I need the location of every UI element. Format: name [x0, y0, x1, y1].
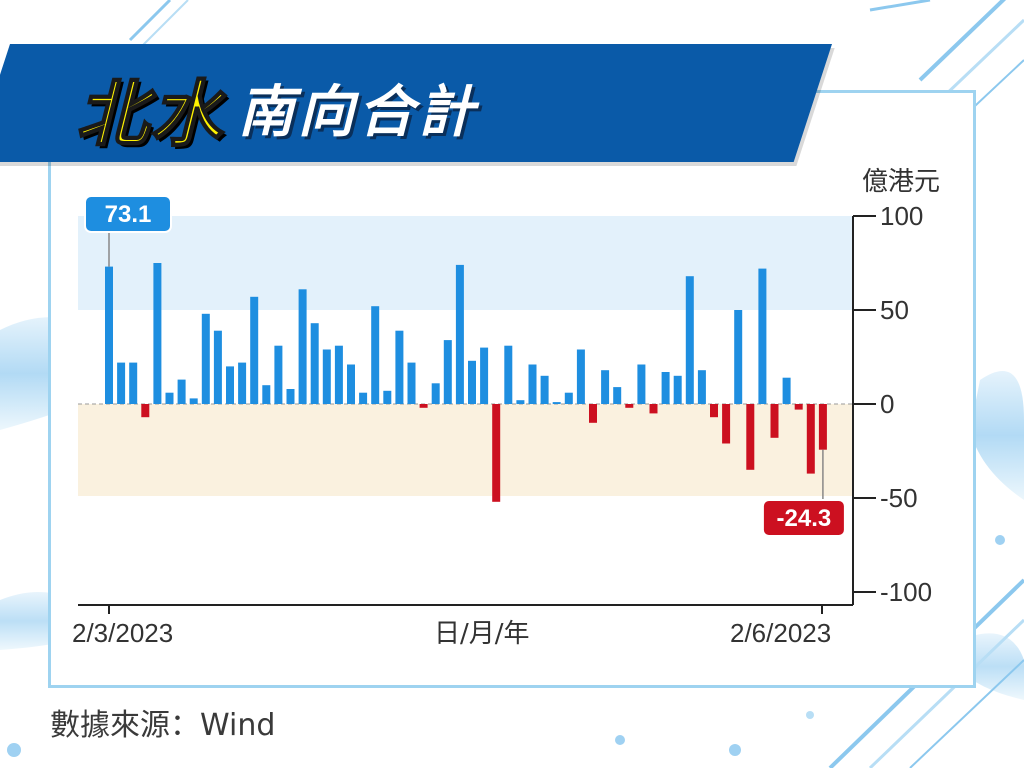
x-label-start: 2/3/2023 [72, 618, 173, 648]
bar [722, 404, 731, 444]
bar [443, 340, 452, 404]
bar [516, 400, 525, 404]
negative-band [78, 404, 853, 496]
bar [540, 375, 549, 404]
bar [770, 404, 779, 438]
x-label-end: 2/6/2023 [730, 618, 831, 648]
bar [564, 392, 573, 404]
bar [697, 370, 706, 404]
bar [734, 310, 743, 404]
bar [322, 349, 331, 404]
bar [468, 360, 476, 404]
bar [262, 385, 271, 404]
bar [117, 362, 126, 404]
bar [492, 404, 501, 502]
bar [419, 404, 428, 408]
bar [334, 345, 343, 404]
y-tick-label: 50 [880, 295, 909, 325]
bar [226, 366, 234, 404]
bar [153, 263, 162, 404]
x-axis-title: 日/月/年 [434, 619, 530, 649]
bar [552, 402, 561, 404]
bar [455, 264, 464, 404]
bar [189, 398, 198, 404]
bar [371, 306, 380, 404]
bar [782, 377, 791, 404]
bar [431, 383, 440, 404]
bar [818, 404, 827, 450]
bar [395, 330, 404, 404]
y-ticks: 100 50 0 -50 -100 [853, 201, 932, 607]
bar [177, 379, 186, 404]
bar [794, 404, 803, 410]
bar [601, 370, 610, 404]
bar [359, 392, 368, 404]
bar [141, 404, 150, 418]
bar [806, 404, 815, 474]
bar [528, 364, 537, 404]
bar [274, 345, 283, 404]
source-note: 數據來源：Wind [50, 708, 276, 743]
bar [250, 296, 259, 404]
y-tick-label: 0 [880, 389, 894, 419]
bar [347, 364, 355, 404]
bar [710, 404, 718, 418]
title: 北水 南向合計 [75, 52, 479, 162]
bar [649, 404, 658, 414]
bar [201, 313, 210, 404]
bar [383, 390, 392, 404]
bar [589, 404, 597, 423]
bar [625, 404, 634, 408]
bar [310, 323, 319, 404]
bar [407, 362, 416, 404]
y-tick-label: -50 [880, 483, 918, 513]
callout-max-label: 73.1 [105, 201, 152, 228]
bar [758, 268, 767, 404]
bar [480, 347, 489, 404]
bar [213, 330, 222, 404]
callouts: 73.1 -24.3 [84, 195, 846, 537]
bar [105, 266, 113, 404]
bar [673, 375, 682, 404]
bar [613, 387, 622, 404]
bars [105, 263, 827, 502]
title-main: 北水 [75, 71, 225, 157]
bar [746, 404, 755, 470]
callout-max-box [84, 195, 172, 233]
positive-band [78, 216, 853, 310]
bar [661, 372, 670, 404]
y-axis-unit: 億港元 [862, 167, 940, 197]
bar [637, 364, 646, 404]
bar [504, 345, 513, 404]
y-tick-label: 100 [880, 201, 923, 231]
callout-last-label: -24.3 [777, 505, 832, 532]
bar [298, 289, 307, 404]
bar [576, 349, 585, 404]
bar [165, 392, 174, 404]
callout-last-box [761, 499, 846, 537]
bar [238, 362, 247, 404]
bar [129, 362, 138, 404]
title-sub: 南向合計 [238, 79, 479, 145]
bar [286, 389, 295, 404]
bar [685, 276, 694, 404]
y-tick-label: -100 [880, 577, 932, 607]
